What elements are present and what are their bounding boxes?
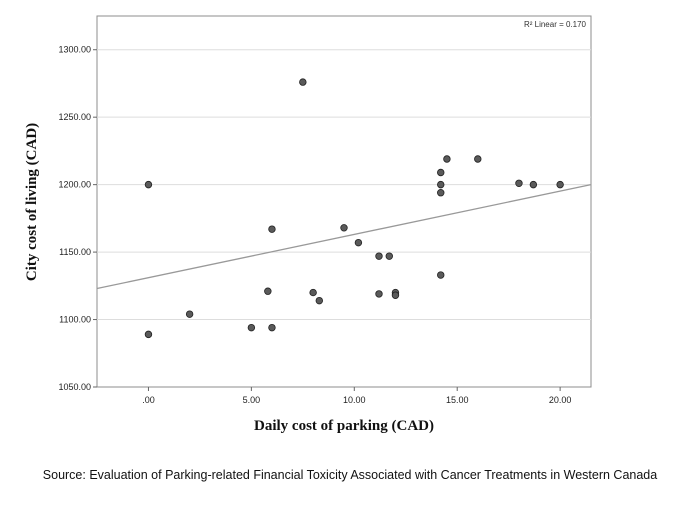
data-point: [375, 252, 383, 260]
data-point: [309, 288, 317, 297]
data-point: [268, 225, 276, 233]
y-tick-label: 1050.00: [58, 382, 91, 392]
data-point: [443, 155, 451, 163]
y-axis-title: City cost of living (CAD): [24, 123, 40, 281]
data-point: [340, 224, 348, 232]
data-point: [437, 180, 445, 189]
x-tick-label: 15.00: [446, 395, 469, 405]
y-tick-label: 1100.00: [59, 315, 91, 325]
data-point: [144, 180, 153, 189]
y-tick-label: 1250.00: [58, 112, 91, 122]
x-tick-label: 20.00: [549, 395, 572, 405]
data-point: [474, 155, 482, 163]
x-axis-title: Daily cost of parking (CAD): [254, 418, 434, 434]
data-point: [437, 168, 445, 177]
data-point: [315, 296, 323, 305]
data-point: [437, 271, 445, 279]
data-points: [144, 78, 564, 339]
data-point: [247, 323, 256, 332]
data-point: [437, 189, 445, 197]
x-tick-label: .00: [142, 395, 155, 405]
y-tick-label: 1200.00: [58, 180, 91, 190]
data-point: [299, 78, 307, 86]
grid-lines: [97, 49, 591, 321]
data-point: [375, 290, 383, 298]
data-point: [185, 310, 194, 318]
y-axis-ticks: 1050.00 1100.00 1150.00 1200.00 1250.00 1300.…: [58, 45, 97, 392]
r-squared-label: R² Linear = 0.170: [524, 20, 587, 29]
data-point: [385, 252, 393, 260]
x-tick-label: 10.00: [343, 395, 366, 405]
scatter-chart: 1050.00 1100.00 1150.00 1200.00 1250.00 1300.…: [24, 15, 592, 434]
x-tick-label: 5.00: [243, 395, 261, 405]
x-axis-ticks: .00 5.00 10.00 15.00 20.00: [142, 387, 571, 405]
data-point: [529, 180, 538, 189]
data-point: [264, 287, 272, 295]
linear-fit-line: [96, 184, 592, 290]
plot-area: [96, 15, 592, 388]
data-point: [556, 180, 564, 189]
y-tick-label: 1150.00: [59, 247, 91, 257]
data-point: [354, 238, 363, 247]
data-point: [515, 179, 523, 187]
data-point: [268, 323, 276, 332]
data-point: [391, 291, 400, 299]
y-tick-label: 1300.00: [58, 45, 91, 55]
data-point: [144, 330, 153, 339]
source-caption: Source: Evaluation of Parking-related Fi…: [42, 468, 658, 482]
